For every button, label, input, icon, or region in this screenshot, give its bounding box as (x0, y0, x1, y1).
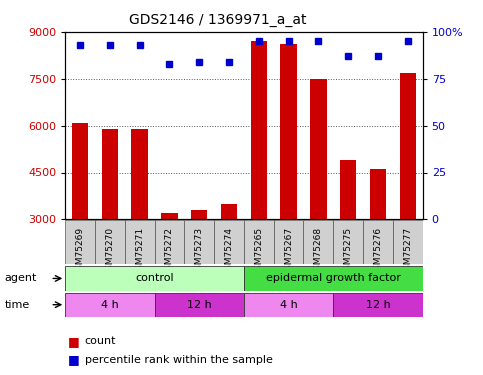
Text: GSM75273: GSM75273 (195, 227, 204, 276)
Bar (65, 292, 155, 317)
Bar (65, 220, 95, 264)
Bar (185, 220, 214, 264)
Bar (393, 220, 423, 264)
Bar (333, 220, 363, 264)
Bar (221, 204, 237, 219)
Bar (274, 220, 303, 264)
Text: GSM75269: GSM75269 (76, 227, 85, 276)
Text: GSM75271: GSM75271 (135, 227, 144, 276)
Text: agent: agent (5, 273, 37, 283)
Bar (95, 220, 125, 264)
Bar (155, 220, 185, 264)
Bar (399, 72, 416, 219)
Bar (65, 266, 244, 291)
Text: 4 h: 4 h (280, 300, 298, 310)
Text: 12 h: 12 h (366, 300, 390, 310)
Bar (251, 41, 267, 219)
Bar (333, 292, 423, 317)
Bar (244, 266, 423, 291)
Text: GSM75267: GSM75267 (284, 227, 293, 276)
Bar (244, 292, 333, 317)
Bar (303, 220, 333, 264)
Text: percentile rank within the sample: percentile rank within the sample (85, 355, 272, 365)
Text: ■: ■ (68, 335, 79, 348)
Text: 12 h: 12 h (187, 300, 212, 310)
Bar (155, 292, 244, 317)
Text: control: control (135, 273, 174, 284)
Bar (72, 123, 88, 219)
Text: time: time (5, 300, 30, 309)
Text: GSM75276: GSM75276 (373, 227, 383, 276)
Bar (131, 129, 148, 219)
Text: 4 h: 4 h (101, 300, 119, 310)
Text: GSM75268: GSM75268 (314, 227, 323, 276)
Bar (370, 170, 386, 219)
Bar (310, 79, 327, 219)
Text: GSM75265: GSM75265 (255, 227, 263, 276)
Bar (125, 220, 155, 264)
Bar (363, 220, 393, 264)
Text: GSM75274: GSM75274 (225, 227, 233, 276)
Bar (340, 160, 356, 219)
Bar (102, 129, 118, 219)
Text: GDS2146 / 1369971_a_at: GDS2146 / 1369971_a_at (128, 13, 306, 27)
Text: GSM75275: GSM75275 (344, 227, 353, 276)
Text: GSM75277: GSM75277 (403, 227, 412, 276)
Bar (214, 220, 244, 264)
Text: GSM75270: GSM75270 (105, 227, 114, 276)
Bar (281, 44, 297, 219)
Bar (161, 213, 178, 219)
Bar (191, 210, 207, 219)
Bar (244, 220, 274, 264)
Text: GSM75272: GSM75272 (165, 227, 174, 276)
Text: ■: ■ (68, 354, 79, 366)
Text: count: count (85, 336, 116, 346)
Text: epidermal growth factor: epidermal growth factor (266, 273, 401, 284)
